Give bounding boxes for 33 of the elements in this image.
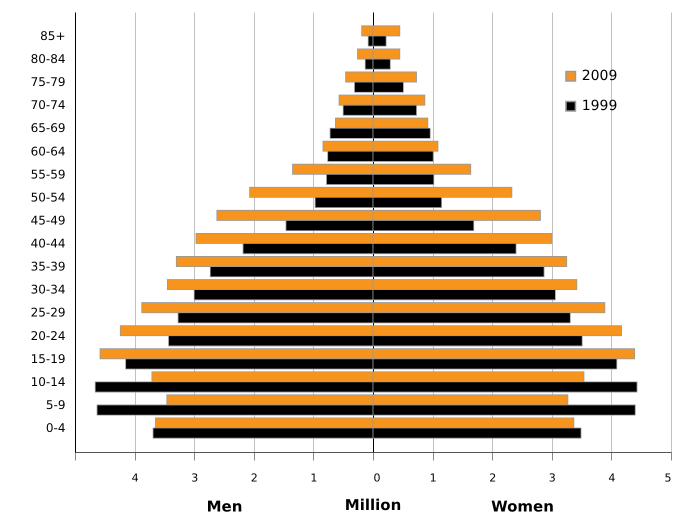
y-tick-label: 85+	[40, 28, 66, 43]
x-tick-label: 4	[132, 472, 139, 484]
text: Million	[344, 496, 402, 514]
y-tick-label: 60-64	[30, 144, 66, 158]
legend-label: 1999	[582, 98, 618, 114]
y-tick-label: 45-49	[30, 213, 66, 228]
x-axis-title: Men	[206, 498, 242, 516]
x-tick-label: 3	[548, 472, 556, 484]
x-tick-label: 2	[489, 472, 496, 484]
x-tick-label: 1	[430, 472, 437, 484]
y-tick-label: 10-14	[30, 374, 66, 389]
y-tick-label: 5-9	[46, 398, 66, 412]
x-tick-label: 1	[310, 472, 318, 484]
y-tick-label: 15-19	[30, 352, 66, 366]
x-tick-label: 4	[608, 472, 616, 484]
y-tick-label: 55-59	[30, 167, 66, 182]
legend-label: 2009	[582, 68, 618, 84]
y-tick-label: 80-84	[30, 52, 66, 66]
y-tick-label: 35-39	[30, 260, 66, 274]
y-tick-label: 70-74	[30, 98, 66, 112]
y-tick-label: 0-4	[46, 421, 66, 436]
y-tick-label: 40-44	[30, 236, 66, 251]
y-tick-label: 65-69	[30, 121, 66, 136]
x-axis-title: Women	[491, 498, 554, 516]
x-tick-label: 2	[250, 472, 258, 484]
y-tick-label: 25-29	[30, 306, 66, 320]
x-tick-label: 5	[664, 472, 672, 484]
y-tick-label: 30-34	[30, 282, 66, 297]
x-tick-label: 0	[374, 472, 380, 484]
x-tick-label: 3	[191, 472, 198, 484]
y-tick-label: 75-79	[30, 75, 66, 90]
y-tick-label: 50-54	[30, 190, 66, 204]
y-tick-label: 20-24	[30, 328, 66, 343]
